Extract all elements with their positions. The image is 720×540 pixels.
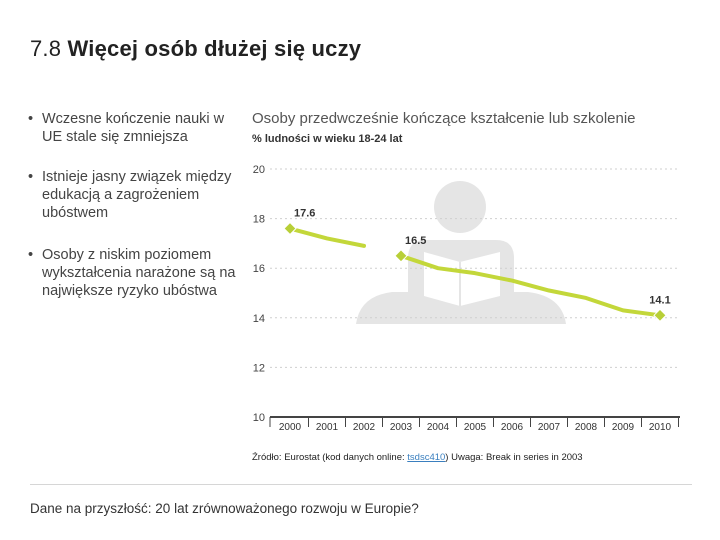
bullet-item: Osoby z niskim poziomem wykształcenia na…: [28, 246, 243, 300]
x-tick-label: 2008: [575, 422, 598, 433]
x-tick-label: 2000: [279, 422, 302, 433]
source-suffix: ) Uwaga: Break in series in 2003: [445, 452, 583, 463]
x-tick-label: 2004: [427, 422, 450, 433]
x-tick-label: 2010: [649, 422, 672, 433]
chart-axes: 10 12 14 16 18 20 2000 2001 2002 2003 2004 2005 2006…: [253, 164, 680, 433]
chart-series: [283, 221, 667, 323]
bullet-item: Istnieje jasny związek między edukacją a…: [28, 168, 243, 222]
x-tick-label: 2006: [501, 422, 524, 433]
data-point-marker: [394, 249, 408, 263]
data-label: 17.6: [294, 208, 315, 220]
data-point-marker: [283, 221, 297, 236]
source-code-link[interactable]: tsdsc410: [407, 452, 446, 463]
x-tick-label: 2009: [612, 422, 635, 433]
footer-text: Dane na przyszłość: 20 lat zrównoważoneg…: [30, 501, 419, 516]
x-tick-label: 2007: [538, 422, 561, 433]
chart-subtitle: % ludności w wieku 18-24 lat: [252, 133, 403, 145]
bullet-item: Wczesne kończenie nauki w UE stale się z…: [28, 110, 243, 146]
chart-grid: [270, 168, 680, 368]
y-tick-label: 18: [253, 214, 265, 226]
data-label: 16.5: [405, 235, 426, 247]
x-tick-label: 2005: [464, 422, 487, 433]
chart-data-labels: 17.6 16.5 14.1: [294, 208, 671, 307]
y-tick-label: 20: [253, 164, 265, 176]
slide-title-text: Więcej osób dłużej się uczy: [67, 36, 362, 61]
series-line: [399, 253, 662, 318]
icon-legs: [356, 292, 566, 324]
data-label: 14.1: [649, 294, 670, 306]
y-tick-label: 16: [253, 263, 265, 275]
x-tick-label: 2002: [353, 422, 376, 433]
data-point-marker: [653, 308, 667, 323]
source-note: Źródło: Eurostat (kod danych online: tsd…: [252, 452, 583, 463]
slide-title: 7.8 Więcej osób dłużej się uczy: [30, 36, 361, 62]
x-tick-label: 2003: [390, 422, 413, 433]
icon-head: [434, 181, 486, 233]
footer-divider: [30, 484, 692, 485]
icon-book: [424, 252, 500, 306]
x-tick-label: 2001: [316, 422, 339, 433]
source-prefix: Źródło: Eurostat (kod danych online:: [252, 452, 405, 463]
slide-number: 7.8: [30, 36, 62, 61]
person-reading-icon: [356, 181, 566, 324]
y-tick-label: 10: [253, 412, 265, 424]
chart-title: Osoby przedwcześnie kończące kształcenie…: [252, 110, 636, 127]
y-tick-label: 12: [253, 362, 265, 374]
series-line: [288, 226, 366, 248]
y-tick-label: 14: [253, 313, 265, 325]
